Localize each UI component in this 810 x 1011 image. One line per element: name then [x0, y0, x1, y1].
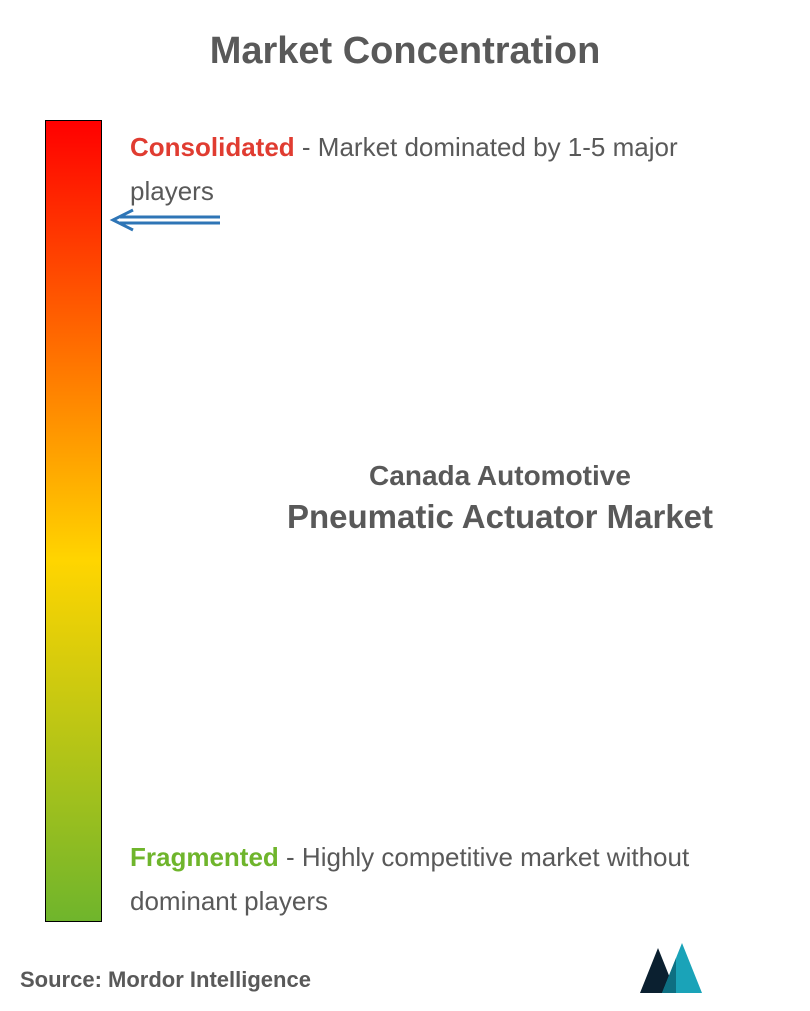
market-name-block: Canada Automotive Pneumatic Actuator Mar… [220, 460, 780, 536]
position-arrow [105, 208, 225, 243]
fragmented-label: Fragmented - Highly competitive market w… [130, 835, 690, 923]
consolidated-label: Consolidated - Market dominated by 1-5 m… [130, 125, 690, 213]
chart-title: Market Concentration [0, 30, 810, 73]
market-name-line1: Canada Automotive [220, 460, 780, 492]
fragmented-highlight: Fragmented [130, 842, 279, 872]
market-name-line2: Pneumatic Actuator Market [220, 498, 780, 536]
source-text: Source: Mordor Intelligence [20, 967, 311, 992]
consolidated-highlight: Consolidated [130, 132, 295, 162]
arrow-icon [105, 208, 225, 238]
source-footer: Source: Mordor Intelligence [20, 967, 311, 993]
brand-logo [640, 943, 710, 1003]
concentration-gradient-bar [45, 120, 102, 922]
chart-title-text: Market Concentration [210, 30, 601, 72]
logo-icon [640, 943, 710, 998]
